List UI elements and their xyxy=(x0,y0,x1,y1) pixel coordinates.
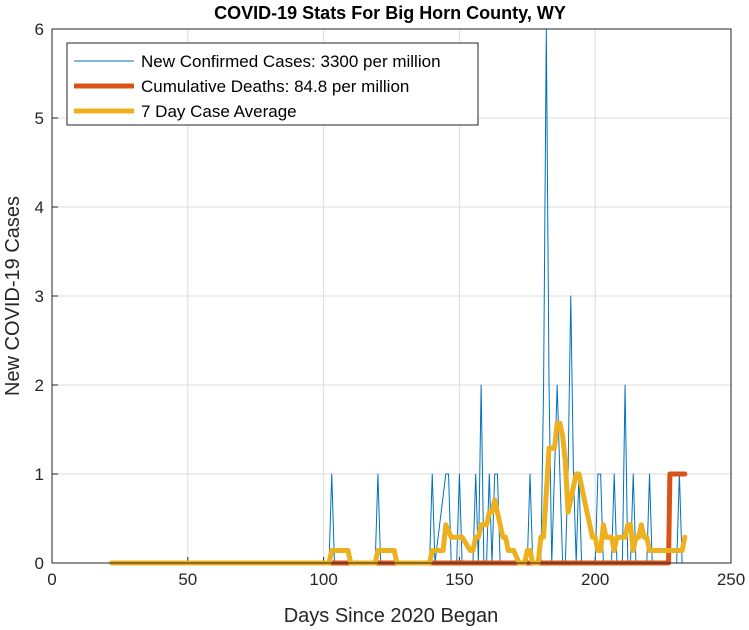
legend-label: Cumulative Deaths: 84.8 per million xyxy=(141,77,409,96)
legend-label: 7 Day Case Average xyxy=(141,102,297,121)
y-tick-label: 2 xyxy=(35,376,44,395)
x-tick-label: 0 xyxy=(47,570,56,589)
x-tick-label: 150 xyxy=(445,570,473,589)
x-axis-label: Days Since 2020 Began xyxy=(284,605,499,627)
series-7-day-case-average xyxy=(109,420,688,566)
chart-title: COVID-19 Stats For Big Horn County, WY xyxy=(214,3,566,23)
x-tick-label: 100 xyxy=(309,570,337,589)
y-tick-label: 6 xyxy=(35,20,44,39)
y-tick-label: 0 xyxy=(35,554,44,573)
x-tick-label: 200 xyxy=(581,570,609,589)
y-tick-label: 5 xyxy=(35,109,44,128)
y-tick-label: 4 xyxy=(35,198,44,217)
y-axis-label: New COVID-19 Cases xyxy=(2,196,24,396)
legend: New Confirmed Cases: 3300 per million Cum… xyxy=(66,42,479,126)
y-tick-label: 1 xyxy=(35,465,44,484)
y-tick-label: 3 xyxy=(35,287,44,306)
plot-frame xyxy=(51,28,732,564)
legend-label: New Confirmed Cases: 3300 per million xyxy=(141,52,441,71)
x-tick-label: 50 xyxy=(178,570,197,589)
x-tick-label: 250 xyxy=(717,570,745,589)
legend-box xyxy=(66,42,479,126)
